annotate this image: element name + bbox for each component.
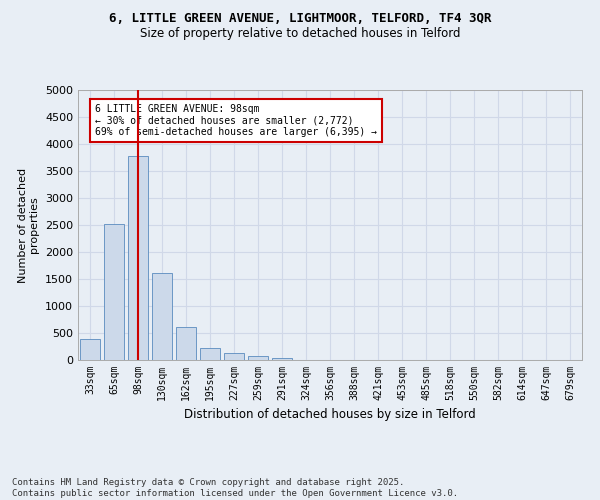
Y-axis label: Number of detached
properties: Number of detached properties — [18, 168, 40, 282]
Bar — [176, 327, 196, 360]
Bar — [80, 340, 100, 360]
Text: Contains HM Land Registry data © Crown copyright and database right 2025.
Contai: Contains HM Land Registry data © Crown c… — [12, 478, 458, 498]
Text: 6 LITTLE GREEN AVENUE: 98sqm
← 30% of detached houses are smaller (2,772)
69% of: 6 LITTLE GREEN AVENUE: 98sqm ← 30% of de… — [95, 104, 377, 136]
Text: 6, LITTLE GREEN AVENUE, LIGHTMOOR, TELFORD, TF4 3QR: 6, LITTLE GREEN AVENUE, LIGHTMOOR, TELFO… — [109, 12, 491, 26]
Bar — [128, 156, 148, 360]
Bar — [248, 356, 268, 360]
Bar — [104, 224, 124, 360]
Bar — [152, 272, 172, 360]
X-axis label: Distribution of detached houses by size in Telford: Distribution of detached houses by size … — [184, 408, 476, 422]
Bar — [224, 353, 244, 360]
Bar — [272, 358, 292, 360]
Bar — [200, 348, 220, 360]
Text: Size of property relative to detached houses in Telford: Size of property relative to detached ho… — [140, 28, 460, 40]
